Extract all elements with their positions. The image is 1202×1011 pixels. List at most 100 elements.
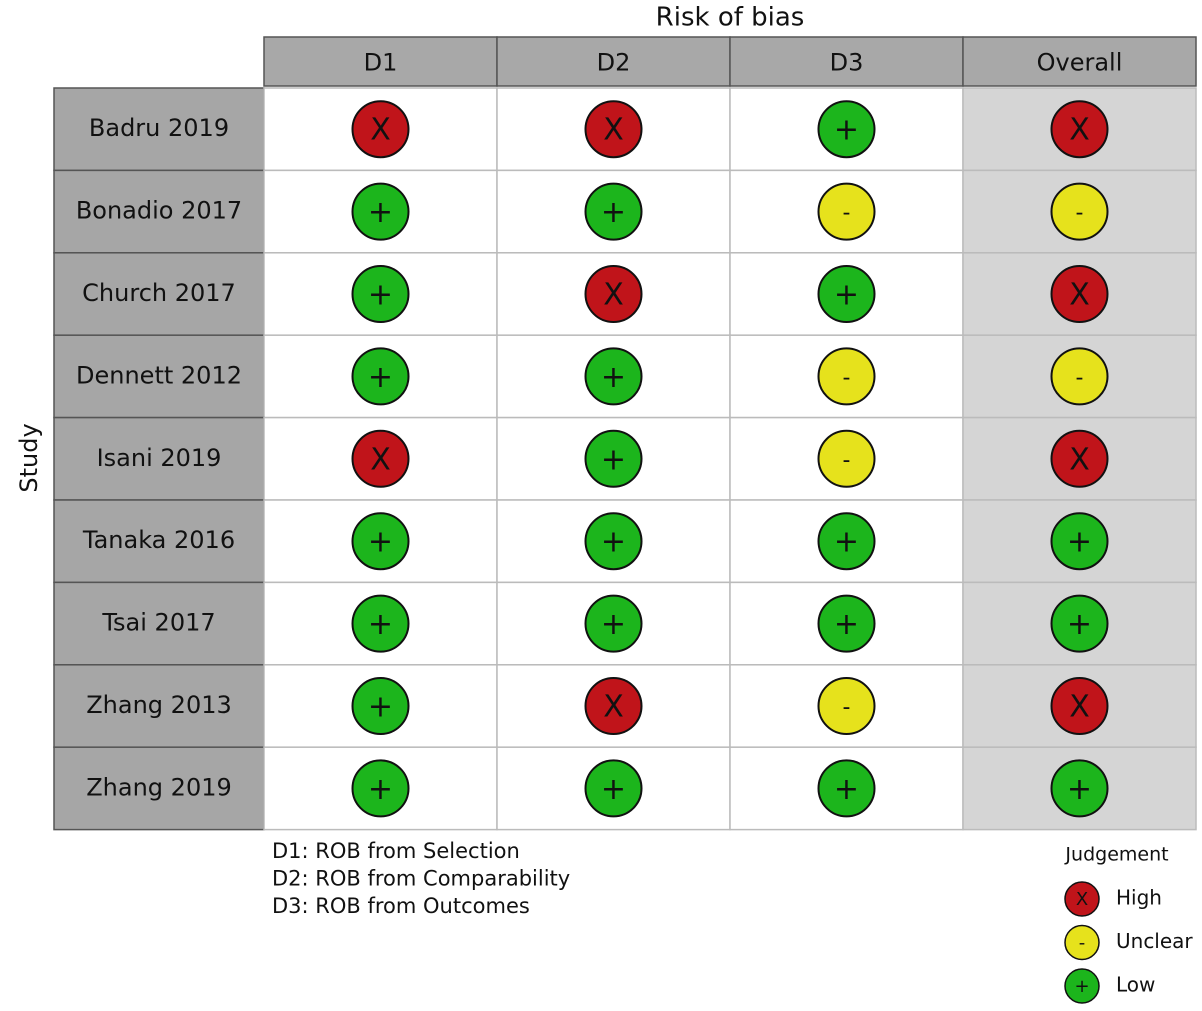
judgement-dot [351, 182, 410, 241]
judgement-dot [817, 759, 876, 818]
judgement-dot [351, 759, 410, 818]
judgement-dot [584, 512, 643, 571]
judgement-symbol: - [843, 201, 851, 226]
column-header [496, 36, 731, 87]
judgement-dot [584, 429, 643, 488]
column-header [263, 36, 498, 87]
judgement-symbol: + [834, 113, 859, 148]
judgement-dot [351, 594, 410, 653]
judgement-dot [351, 512, 410, 571]
judgement-symbol: - [843, 448, 851, 473]
judgement-dot [817, 594, 876, 653]
column-label: Overall [1037, 49, 1123, 77]
study-label: Church 2017 [82, 279, 236, 307]
judgement-symbol: - [843, 695, 851, 720]
study-label: Zhang 2013 [86, 691, 232, 719]
judgement-dot [1050, 512, 1109, 571]
judgement-dot [817, 100, 876, 159]
judgement-symbol: X [370, 113, 391, 148]
legend-dot [1064, 881, 1100, 917]
study-label: Tsai 2017 [101, 609, 215, 637]
judgement-symbol: + [601, 772, 626, 807]
judgement-symbol: + [368, 195, 393, 230]
legend-label: Unclear [1116, 929, 1193, 953]
note: D2: ROB from Comparability [272, 867, 570, 891]
judgement-symbol: + [601, 195, 626, 230]
judgement-symbol: X [1069, 690, 1090, 725]
judgement-dot [351, 677, 410, 735]
judgement-symbol: + [834, 525, 859, 560]
judgement-dot [584, 100, 643, 159]
judgement-symbol: + [368, 772, 393, 807]
column-header [729, 36, 964, 87]
column-label: D1 [364, 49, 398, 77]
study-label: Isani 2019 [97, 444, 222, 472]
judgement-dot [584, 265, 643, 323]
judgement-dot [1050, 182, 1109, 241]
judgement-dot [351, 429, 410, 488]
study-cell [53, 581, 265, 666]
judgement-symbol: X [370, 442, 391, 477]
judgement-dot [817, 182, 876, 241]
legend-label: High [1116, 886, 1162, 910]
note: D1: ROB from Selection [272, 839, 520, 863]
legend-dot [1064, 968, 1100, 1004]
judgement-dot [817, 347, 876, 406]
judgement-symbol: + [601, 360, 626, 395]
judgement-dot [351, 347, 410, 406]
judgement-symbol: X [603, 690, 624, 725]
legend-title: Judgement [1064, 844, 1168, 866]
judgement-dot [584, 759, 643, 818]
study-label: Tanaka 2016 [82, 526, 235, 554]
judgement-symbol: + [368, 360, 393, 395]
study-cell [53, 746, 265, 831]
judgement-symbol: - [843, 365, 851, 390]
judgement-dot [1050, 100, 1109, 159]
judgement-dot [1050, 594, 1109, 653]
judgement-symbol: + [601, 607, 626, 642]
judgement-dot [1050, 429, 1109, 488]
judgement-symbol: + [1067, 607, 1092, 642]
judgement-symbol: + [834, 607, 859, 642]
study-label: Badru 2019 [89, 114, 229, 142]
judgement-symbol: + [1067, 772, 1092, 807]
legend-symbol: + [1074, 976, 1089, 997]
judgement-dot [1050, 347, 1109, 406]
legend-symbol: - [1079, 933, 1086, 954]
judgement-symbol: + [834, 278, 859, 313]
study-cell [53, 87, 265, 172]
judgement-dot [817, 429, 876, 488]
study-cell [53, 416, 265, 501]
judgement-symbol: X [1069, 278, 1090, 313]
judgement-symbol: + [601, 442, 626, 477]
study-label: Dennett 2012 [76, 361, 242, 389]
judgement-dot [1050, 677, 1109, 735]
judgement-dot [584, 677, 643, 735]
legend-label: Low [1116, 973, 1155, 997]
judgement-dot [584, 347, 643, 406]
judgement-symbol: + [368, 690, 393, 725]
legend-dot [1064, 924, 1100, 961]
judgement-symbol: - [1076, 201, 1084, 226]
judgement-symbol: X [603, 113, 624, 148]
legend-symbol: X [1076, 889, 1088, 910]
column-header [962, 36, 1197, 87]
judgement-dot [351, 265, 410, 323]
judgement-symbol: + [368, 525, 393, 560]
judgement-dot [817, 512, 876, 571]
column-label: D2 [597, 49, 631, 77]
judgement-dot [351, 100, 410, 159]
judgement-symbol: + [834, 772, 859, 807]
judgement-dot [584, 594, 643, 653]
study-cell [53, 252, 265, 336]
y-label: Study [15, 423, 43, 492]
judgement-symbol: X [1069, 113, 1090, 148]
judgement-symbol: X [603, 278, 624, 313]
note: D3: ROB from Outcomes [272, 894, 530, 918]
study-label: Zhang 2019 [86, 773, 232, 801]
study-cell [53, 664, 265, 748]
judgement-dot [584, 182, 643, 241]
judgement-symbol: + [368, 278, 393, 313]
column-label: D3 [830, 49, 864, 77]
